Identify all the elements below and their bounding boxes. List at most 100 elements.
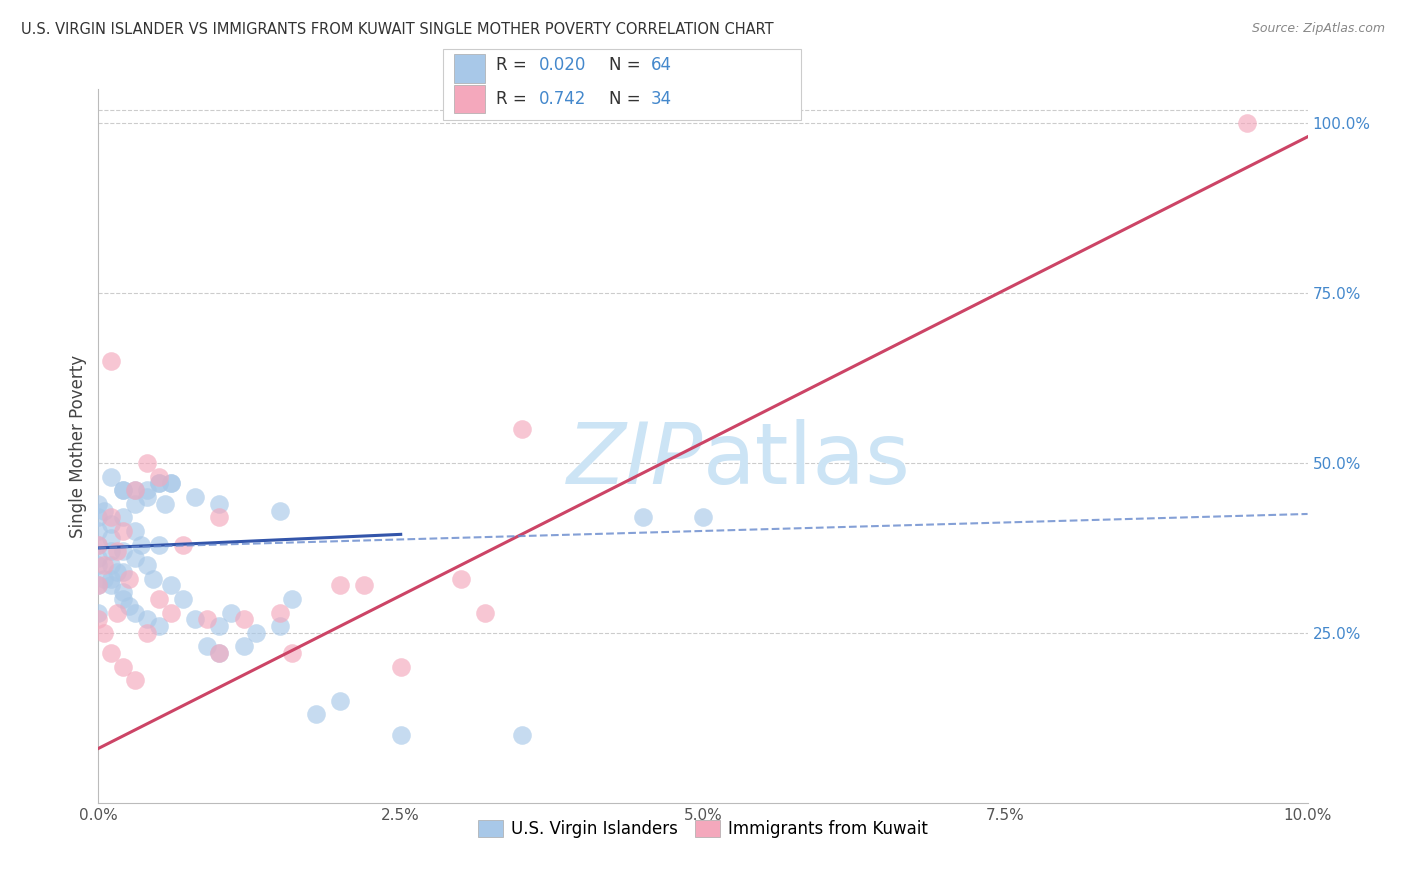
Point (100, 572, 122, 586)
Text: 0.742: 0.742 (538, 90, 586, 108)
Text: atlas: atlas (703, 418, 911, 502)
Point (184, 490, 207, 504)
Point (87, 558, 110, 572)
Point (111, 483, 134, 498)
Point (269, 619, 291, 633)
Point (208, 497, 231, 511)
Point (148, 619, 170, 633)
Point (87, 524, 110, 538)
Point (221, 606, 243, 620)
Point (93, 503, 115, 517)
Point (135, 456, 157, 470)
Point (111, 591, 134, 606)
Point (148, 537, 170, 551)
Point (135, 483, 157, 498)
Point (148, 469, 170, 483)
Point (100, 544, 122, 558)
Point (160, 578, 183, 592)
Point (160, 606, 183, 620)
Point (281, 646, 304, 660)
Point (474, 606, 496, 620)
Point (195, 612, 218, 626)
Point (111, 483, 134, 498)
Point (510, 422, 533, 436)
Point (389, 728, 412, 742)
Point (87, 551, 110, 566)
Point (100, 646, 122, 660)
Point (124, 551, 146, 566)
Point (100, 469, 122, 483)
Point (105, 544, 128, 558)
Point (124, 606, 146, 620)
Point (87, 578, 110, 592)
Point (148, 476, 170, 491)
Point (93, 572, 115, 586)
Point (87, 612, 110, 626)
Text: ZIP: ZIP (567, 418, 703, 502)
Point (172, 591, 194, 606)
Point (100, 531, 122, 545)
Point (105, 606, 128, 620)
Point (118, 572, 141, 586)
Point (184, 612, 207, 626)
Point (87, 510, 110, 524)
Point (208, 619, 231, 633)
Point (208, 510, 231, 524)
Point (100, 354, 122, 368)
Point (124, 673, 146, 688)
Point (100, 558, 122, 572)
Point (100, 517, 122, 532)
Point (692, 510, 714, 524)
Text: R =: R = (496, 90, 533, 108)
Point (135, 626, 157, 640)
Point (111, 510, 134, 524)
Text: 34: 34 (651, 90, 672, 108)
Point (87, 606, 110, 620)
Point (353, 578, 375, 592)
Point (245, 626, 267, 640)
Point (269, 503, 291, 517)
Point (148, 591, 170, 606)
Point (232, 612, 254, 626)
Point (195, 640, 218, 654)
Point (129, 537, 152, 551)
Point (100, 578, 122, 592)
Point (111, 565, 134, 579)
Point (87, 578, 110, 592)
Point (208, 646, 231, 660)
Text: 64: 64 (651, 56, 672, 74)
Point (208, 646, 231, 660)
Text: N =: N = (609, 56, 645, 74)
Point (305, 707, 328, 722)
Point (124, 524, 146, 538)
Point (148, 476, 170, 491)
Text: Source: ZipAtlas.com: Source: ZipAtlas.com (1251, 22, 1385, 36)
Point (153, 497, 176, 511)
Point (329, 694, 352, 708)
Point (172, 537, 194, 551)
Y-axis label: Single Mother Poverty: Single Mother Poverty (69, 354, 87, 538)
Text: 0.020: 0.020 (538, 56, 586, 74)
Point (87, 537, 110, 551)
Point (93, 558, 115, 572)
Point (135, 490, 157, 504)
Text: N =: N = (609, 90, 645, 108)
Point (160, 476, 183, 491)
Point (124, 483, 146, 498)
Point (93, 626, 115, 640)
Point (111, 585, 134, 599)
Point (87, 537, 110, 551)
Point (1236, 116, 1258, 130)
Point (124, 497, 146, 511)
Point (124, 483, 146, 498)
Point (135, 558, 157, 572)
Point (118, 599, 141, 613)
Point (105, 565, 128, 579)
Point (111, 544, 134, 558)
Point (100, 510, 122, 524)
Legend: U.S. Virgin Islanders, Immigrants from Kuwait: U.S. Virgin Islanders, Immigrants from K… (471, 813, 935, 845)
Point (631, 510, 654, 524)
Point (111, 660, 134, 674)
Point (135, 612, 157, 626)
Point (232, 640, 254, 654)
